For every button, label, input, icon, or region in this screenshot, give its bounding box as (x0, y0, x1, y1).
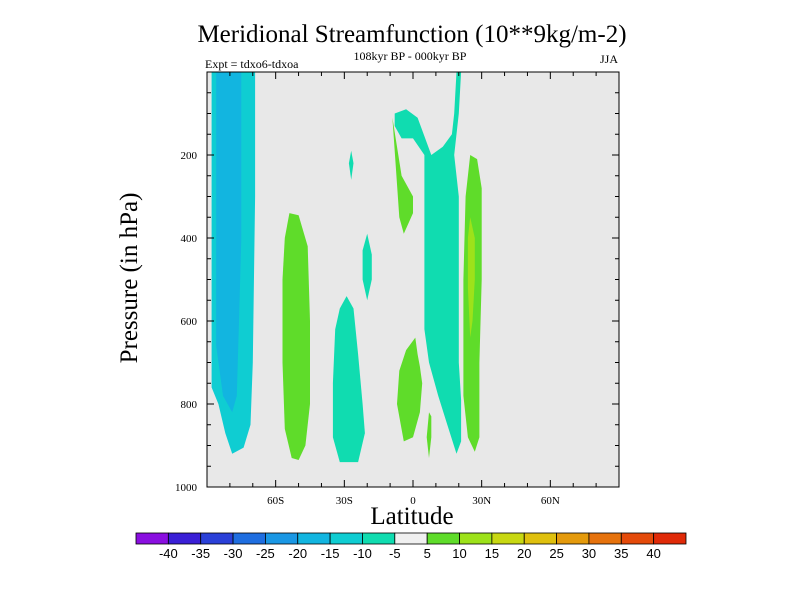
colorbar-swatch (459, 532, 493, 545)
colorbar-label: 35 (614, 546, 628, 561)
colorbar-swatch (167, 532, 202, 545)
x-tick-label: 30S (336, 495, 353, 507)
axis-ticks: 60S 30S 0 30N 60N 200 400 600 800 1000 (175, 72, 619, 507)
colorbar-label: -25 (256, 546, 275, 561)
colorbar-swatch (135, 532, 169, 545)
plot-frame (206, 71, 620, 488)
contour-region-10 (394, 72, 462, 454)
y-tick-label: 1000 (175, 482, 198, 494)
contour-region-2 (216, 72, 242, 413)
colorbar-label: -20 (288, 546, 307, 561)
contour-region-4 (332, 296, 365, 463)
colorbar-swatch (200, 532, 234, 545)
colorbar-swatch (491, 532, 525, 545)
colorbar-label: 20 (517, 546, 531, 561)
y-tick-label: 200 (181, 150, 198, 162)
contour-region-5 (348, 150, 354, 180)
experiment-label: Expt = tdxo6-tdxoa (205, 57, 299, 71)
colorbar-label: 25 (549, 546, 563, 561)
colorbar-label: -5 (389, 546, 401, 561)
colorbar-swatch (653, 532, 687, 545)
contour-region-6 (362, 233, 372, 301)
contour-region-12 (467, 217, 475, 338)
x-tick-label: 30N (472, 495, 491, 507)
colorbar-swatch (265, 532, 299, 545)
chart-title: Meridional Streamfunction (10**9kg/m-2) (197, 21, 626, 48)
contour-region-8 (397, 337, 423, 442)
y-tick-label: 400 (181, 233, 198, 245)
colorbar-swatch (297, 532, 331, 545)
colorbar-label: -40 (159, 546, 178, 561)
colorbar-swatch (523, 532, 557, 545)
colorbar-swatch (232, 532, 266, 545)
colorbar-swatch (426, 532, 460, 545)
contour-region-3 (282, 213, 310, 460)
contour-region-9 (426, 412, 432, 458)
colorbar: -40 -35 -30 -25 -20 -15 -10 -5 5 10 15 20 25 30 35 40 (135, 532, 687, 561)
colorbar-label: -30 (224, 546, 243, 561)
colorbar-swatch (394, 532, 428, 545)
y-tick-label: 600 (181, 316, 198, 328)
x-tick-label: 60S (267, 495, 284, 507)
colorbar-swatch (620, 532, 655, 545)
colorbar-swatch (556, 532, 590, 545)
y-tick-label: 800 (181, 399, 198, 411)
colorbar-label: 5 (424, 546, 431, 561)
colorbar-label: -15 (321, 546, 340, 561)
colorbar-label: 40 (646, 546, 660, 561)
colorbar-swatch (362, 532, 396, 545)
colorbar-swatch (588, 532, 622, 545)
y-axis-title: Pressure (in hPa) (116, 193, 143, 364)
x-tick-label: 60N (541, 495, 560, 507)
contour-region-7 (392, 117, 413, 234)
colorbar-label: -10 (353, 546, 372, 561)
colorbar-label: 15 (485, 546, 499, 561)
plot-area: 60S 30S 0 30N 60N 200 400 600 800 1000 (175, 71, 620, 507)
colorbar-label: 10 (452, 546, 466, 561)
colorbar-label: -35 (191, 546, 210, 561)
chart-subtitle: 108kyr BP - 000kyr BP (354, 49, 467, 63)
season-label: JJA (600, 52, 618, 66)
x-axis-title: Latitude (370, 503, 453, 530)
colorbar-label: 30 (582, 546, 596, 561)
contour-regions (211, 72, 482, 463)
colorbar-swatch (329, 532, 363, 545)
x-tick-label: 0 (410, 495, 416, 507)
